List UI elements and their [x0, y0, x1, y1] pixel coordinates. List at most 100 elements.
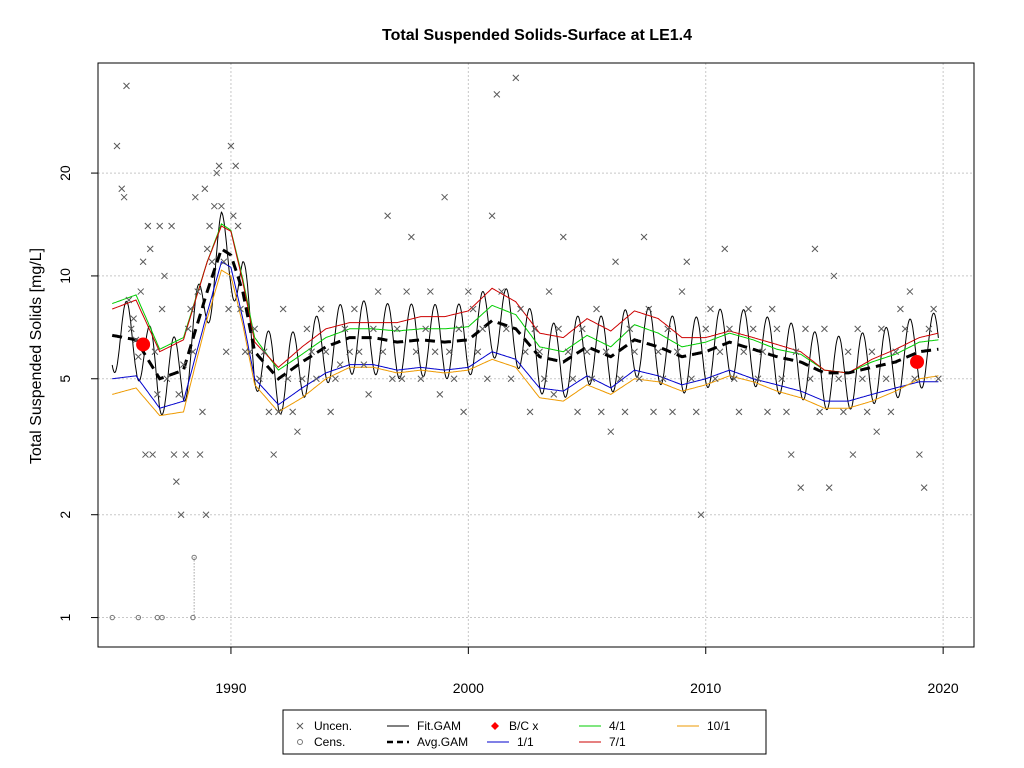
uncensored-point	[180, 361, 187, 368]
uncensored-point	[650, 408, 657, 416]
uncensored-point	[911, 375, 919, 383]
uncensored-point	[707, 305, 714, 313]
uncensored-point	[702, 325, 710, 333]
uncensored-point	[659, 375, 667, 383]
uncensored-point	[792, 348, 800, 356]
uncensored-point	[749, 325, 757, 333]
uncensored-point	[441, 193, 448, 201]
uncensored-point	[222, 348, 230, 356]
legend-swatch-bc	[491, 722, 499, 730]
uncensored-point	[474, 348, 482, 356]
uncensored-point	[125, 296, 133, 304]
x-tick-label: 2020	[928, 680, 959, 696]
uncensored-point	[483, 375, 491, 383]
uncensored-point	[346, 348, 353, 356]
uncensored-point	[445, 348, 453, 356]
uncensored-point	[602, 348, 610, 356]
uncensored-point	[218, 202, 225, 210]
legend-item-s101: 10/1	[677, 719, 731, 733]
legend-item-fit: Fit.GAM	[387, 719, 461, 733]
uncensored-point	[517, 305, 524, 313]
uncensored-point	[213, 169, 221, 177]
uncensored-point	[172, 478, 180, 485]
y-tick-label: 2	[57, 511, 73, 519]
uncensored-point	[408, 233, 415, 241]
uncensored-point	[616, 375, 624, 383]
uncensored-point	[607, 428, 615, 436]
uncensored-point	[202, 511, 210, 519]
uncensored-point	[294, 428, 301, 436]
series-s11	[112, 261, 939, 409]
uncensored-point	[740, 348, 748, 356]
uncensored-point	[229, 212, 237, 220]
uncensored-point	[730, 375, 738, 383]
uncensored-point	[882, 375, 890, 383]
uncensored-point	[208, 258, 216, 266]
uncensored-point	[892, 348, 900, 356]
uncensored-point	[332, 375, 339, 383]
plot-frame	[97, 62, 975, 648]
legend-item-bc: B/C x	[491, 719, 538, 733]
uncensored-point	[427, 288, 434, 295]
uncensored-point	[721, 245, 729, 253]
uncensored-point	[569, 375, 577, 383]
uncensored-point	[156, 222, 164, 230]
uncensored-point	[313, 375, 320, 383]
censored-point	[109, 614, 115, 621]
uncensored-point	[735, 408, 743, 416]
uncensored-point	[168, 222, 175, 230]
uncensored-point	[631, 348, 638, 356]
uncensored-point	[184, 325, 192, 333]
uncensored-point	[697, 511, 705, 519]
series-s101	[112, 269, 939, 417]
uncensored-point	[170, 451, 178, 458]
uncensored-point	[588, 375, 596, 383]
uncensored-point	[536, 348, 543, 356]
uncensored-point	[479, 325, 486, 333]
uncensored-point	[621, 408, 629, 416]
uncensored-point	[754, 375, 762, 383]
uncensored-point	[199, 408, 206, 416]
uncensored-point	[455, 325, 463, 333]
uncensored-point	[153, 391, 161, 398]
uncensored-point	[488, 212, 496, 220]
uncensored-point	[322, 348, 330, 356]
uncensored-point	[384, 212, 391, 220]
uncensored-point	[189, 348, 197, 356]
uncensored-point	[873, 428, 881, 436]
uncensored-point	[403, 288, 410, 295]
uncensored-point	[840, 408, 847, 416]
uncensored-point	[664, 325, 672, 333]
uncensored-point	[550, 391, 558, 398]
series-s71	[112, 225, 939, 374]
uncensored-point	[825, 484, 833, 492]
uncensored-point	[711, 375, 719, 383]
uncensored-point	[436, 391, 444, 398]
uncensored-point	[764, 408, 771, 416]
uncensored-point	[887, 408, 895, 416]
legend-label: Cens.	[314, 735, 345, 749]
uncensored-point	[669, 408, 676, 416]
uncensored-point	[237, 305, 244, 313]
uncensored-point	[215, 162, 223, 170]
uncensored-point	[142, 451, 149, 458]
uncensored-point	[450, 375, 458, 383]
uncensored-point	[351, 305, 358, 313]
legend-swatch-uncen	[296, 722, 304, 730]
uncensored-point	[574, 408, 581, 416]
uncensored-point	[878, 325, 885, 333]
uncensored-point	[431, 348, 439, 356]
uncensored-point	[920, 484, 928, 492]
uncensored-point	[835, 375, 843, 383]
uncensored-point	[545, 288, 553, 295]
uncensored-point	[144, 222, 152, 230]
uncensored-point	[726, 325, 733, 333]
uncensored-point	[279, 305, 287, 313]
uncensored-point	[298, 375, 306, 383]
uncensored-point	[113, 142, 121, 150]
legend-item-s11: 1/1	[487, 735, 534, 749]
uncensored-point	[182, 451, 190, 458]
uncensored-point	[802, 325, 809, 333]
uncensored-point	[275, 408, 282, 416]
uncensored-point	[260, 348, 268, 356]
